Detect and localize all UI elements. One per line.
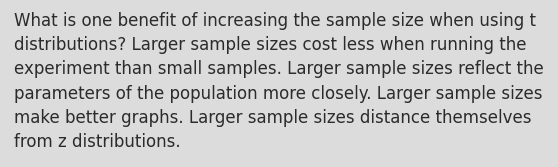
Text: What is one benefit of increasing the sample size when using t
distributions? La: What is one benefit of increasing the sa…: [14, 12, 543, 151]
